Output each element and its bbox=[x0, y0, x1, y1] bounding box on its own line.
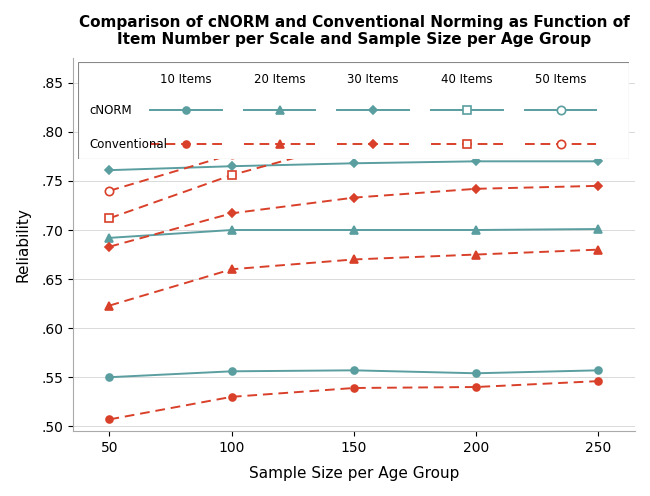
X-axis label: Sample Size per Age Group: Sample Size per Age Group bbox=[249, 466, 459, 481]
Title: Comparison of cNORM and Conventional Norming as Function of
Item Number per Scal: Comparison of cNORM and Conventional Nor… bbox=[79, 15, 629, 48]
Y-axis label: Reliability: Reliability bbox=[15, 207, 30, 282]
